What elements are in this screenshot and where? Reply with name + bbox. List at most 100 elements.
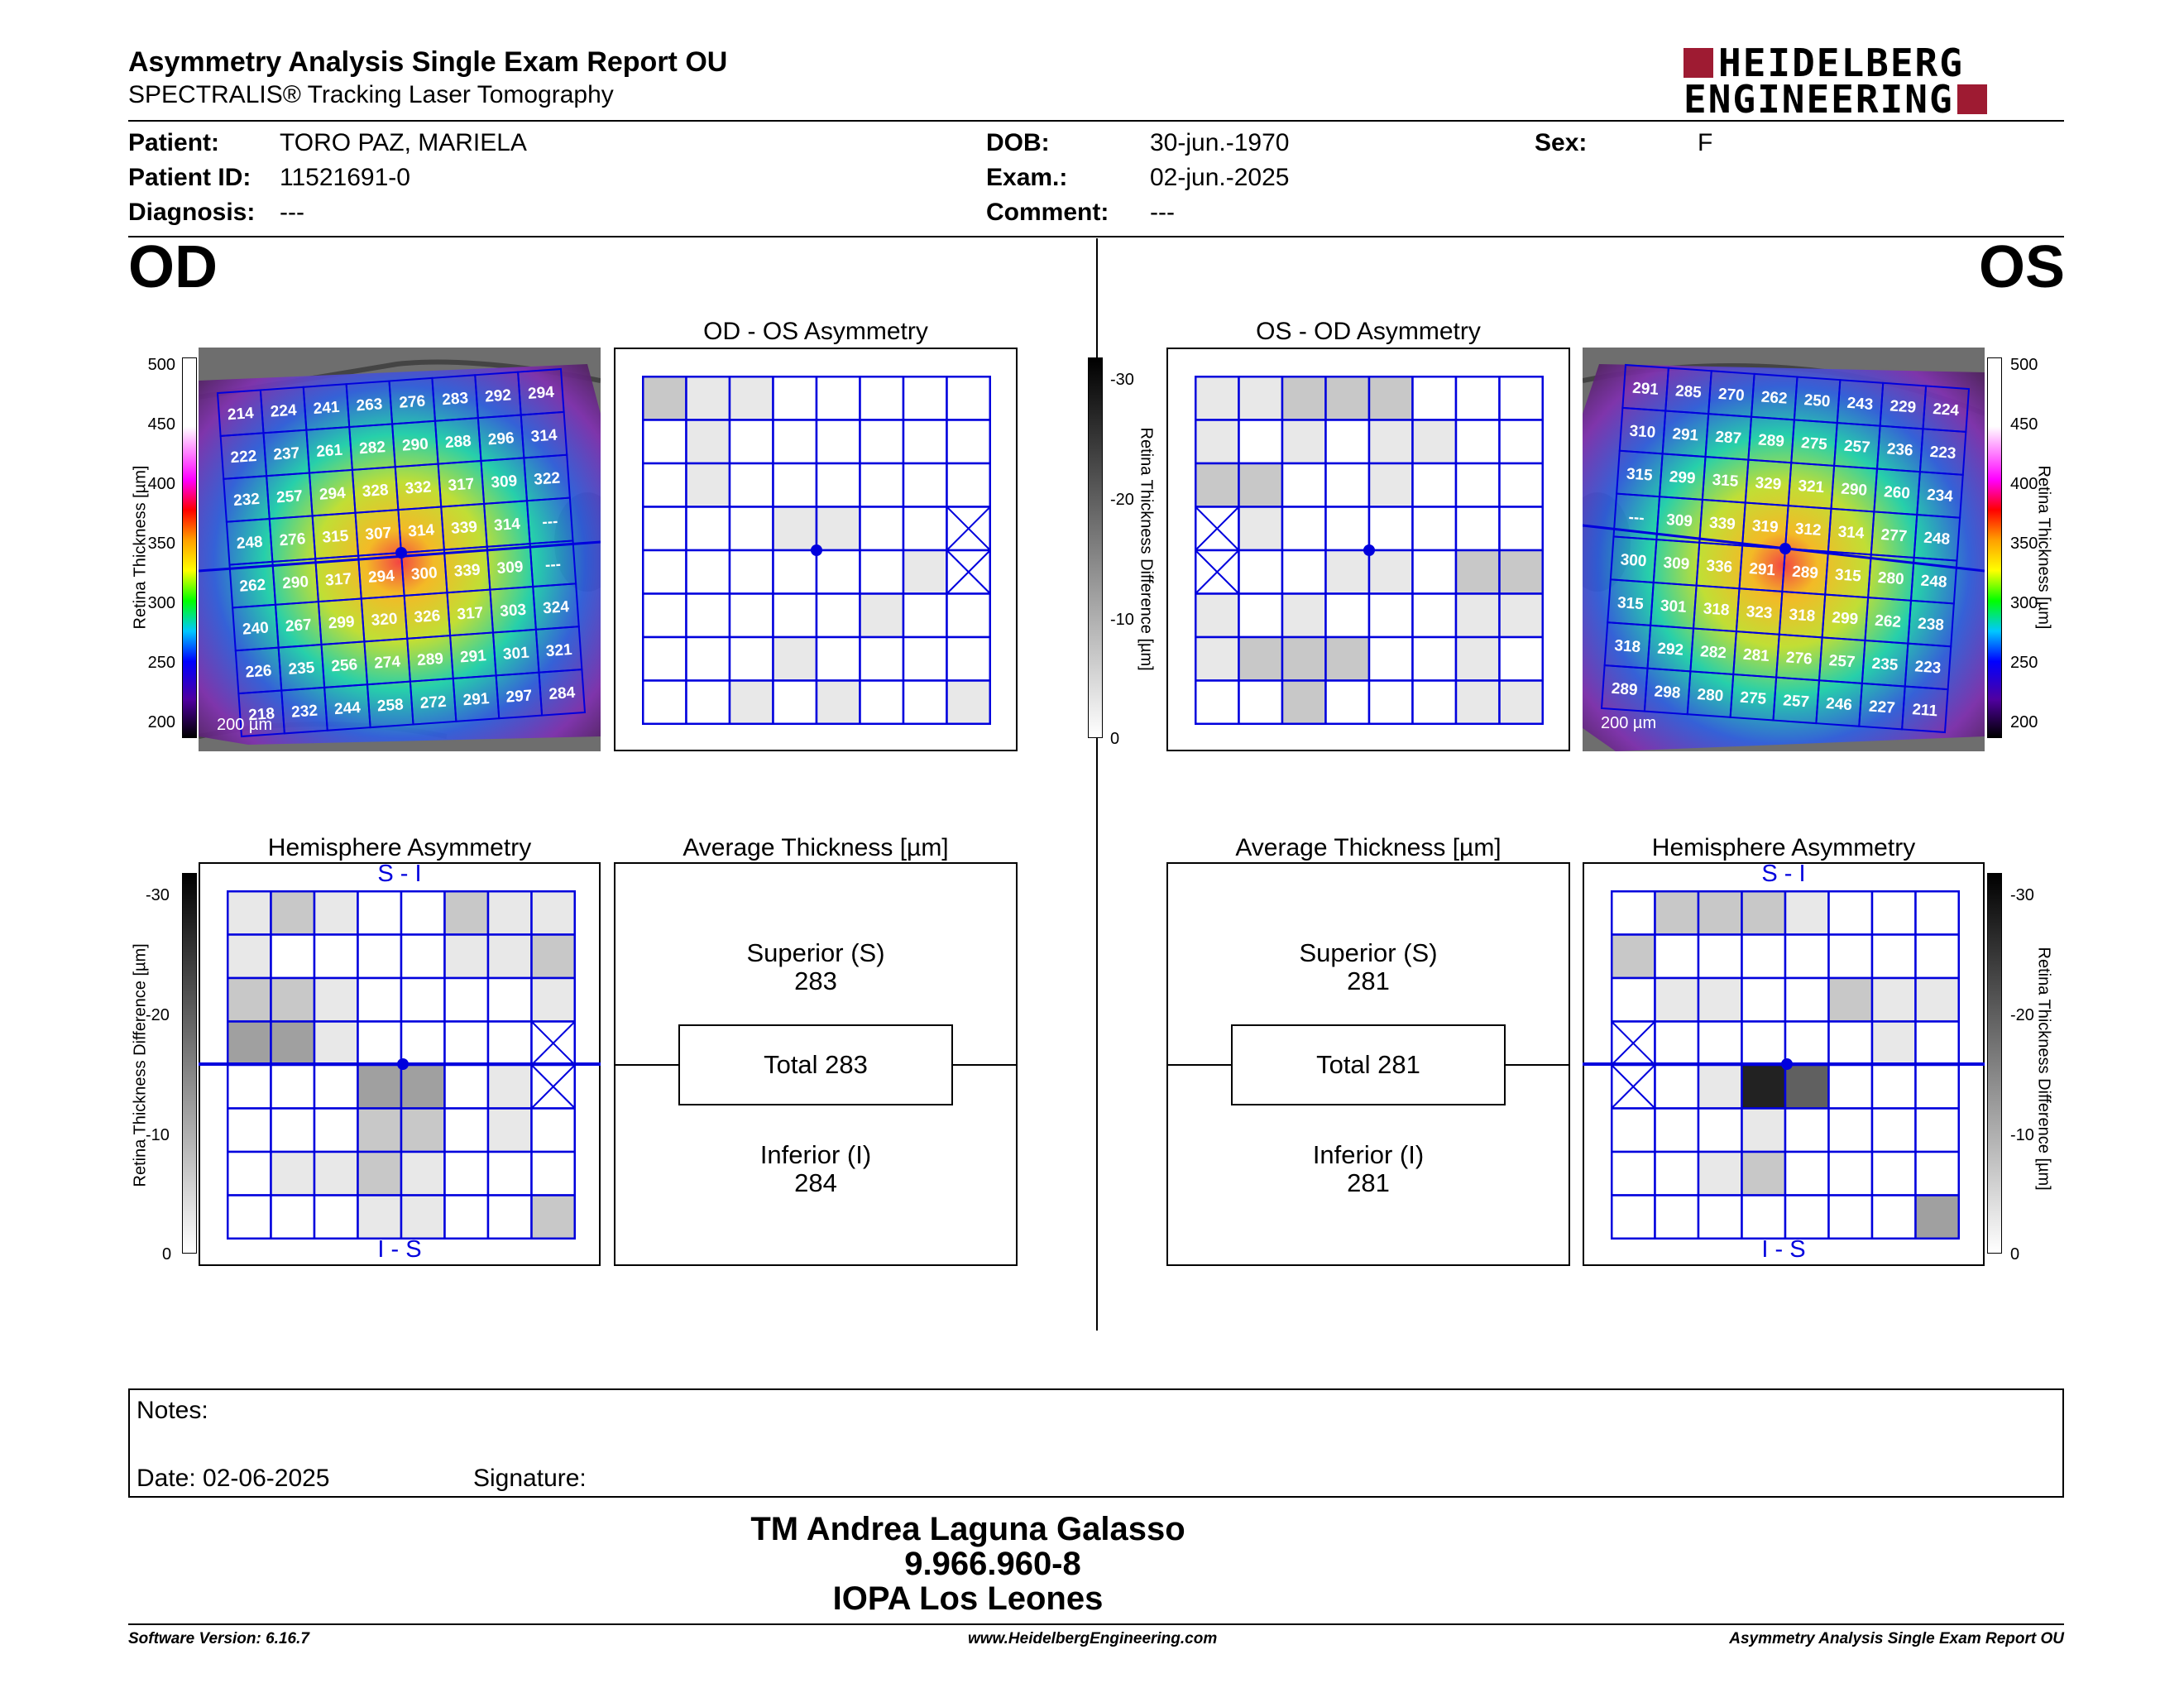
od-asymmetry-cell (642, 592, 687, 639)
os-thickness-ticks: 500 450 400 350 300 250 200 (2010, 348, 2062, 753)
od-thickness-value: 267 (285, 616, 312, 635)
od-asymmetry-cell (815, 376, 861, 421)
os-asymmetry-cell (1281, 419, 1327, 465)
os-asymmetry-cell (1498, 592, 1544, 639)
website-link[interactable]: www.HeidelbergEngineering.com (968, 1630, 1218, 1647)
os-hemisphere-cell (1697, 890, 1743, 936)
od-hemisphere-cell (400, 1150, 446, 1196)
os-thickness-value: 318 (1703, 600, 1730, 619)
os-asymmetry-cell (1324, 506, 1371, 552)
od-hemisphere-cell (400, 1194, 446, 1240)
od-hemisphere-cell (270, 1063, 316, 1110)
tick-label: 500 (2010, 356, 2038, 374)
os-asymmetry-cell (1411, 462, 1458, 508)
os-hemisphere-cell (1741, 1020, 1787, 1067)
os-hemisphere-cell (1870, 976, 1917, 1023)
od-hemisphere-cell (400, 1107, 446, 1153)
os-hemisphere-title: Hemisphere Asymmetry (1651, 834, 1916, 861)
os-hemisphere-cell (1697, 1063, 1743, 1110)
od-asymmetry-cell (685, 592, 731, 639)
od-hemisphere-cell (357, 1107, 403, 1153)
os-hemisphere-cell (1654, 890, 1700, 936)
od-asymmetry-cell (902, 376, 948, 421)
tick-label: 250 (2010, 654, 2038, 672)
od-asymmetry-cell (728, 419, 774, 465)
od-hemisphere-cell (313, 1063, 359, 1110)
os-si-label: S - I (1761, 861, 1806, 887)
od-thickness-value: 314 (408, 521, 436, 540)
excluded-cell-mark (530, 1020, 576, 1066)
os-hemisphere-cell (1654, 1194, 1700, 1240)
tick-label: -30 (2010, 886, 2034, 904)
od-hemisphere-cell (443, 890, 490, 936)
od-asymmetry-cell (902, 462, 948, 508)
tick-label: -30 (1110, 371, 1134, 389)
os-asymmetry-cell (1498, 506, 1544, 552)
od-thickness-value: 240 (242, 619, 269, 638)
od-superior-label: Superior (S) (746, 938, 885, 967)
os-thickness-value: 289 (1757, 431, 1784, 450)
od-thickness-value: 244 (333, 699, 362, 718)
os-fovea-marker (1779, 543, 1791, 554)
od-asymmetry-cell (772, 635, 818, 682)
od-asymmetry-cell (946, 635, 991, 682)
os-asymmetry-cell (1454, 679, 1501, 725)
os-thickness-value: 299 (1669, 468, 1696, 487)
logo-square-icon (1956, 84, 1987, 114)
os-hemisphere-cell (1697, 1194, 1743, 1240)
signature-block: TM Andrea Laguna Galasso 9.966.960-8 IOP… (0, 1511, 2184, 1618)
os-asymmetry-cell (1238, 376, 1284, 421)
od-hemisphere-cell (486, 1150, 533, 1196)
os-asymmetry-cell (1195, 635, 1240, 682)
od-hemisphere-cell (313, 976, 359, 1023)
os-asymmetry-cell (1238, 549, 1284, 595)
report-title: Asymmetry Analysis Single Exam Report OU (128, 46, 728, 78)
os-hemisphere-cell (1870, 1194, 1917, 1240)
od-thickness-value: 218 (248, 705, 275, 724)
od-thickness-value: 315 (322, 527, 350, 546)
os-hemisphere-cell (1870, 933, 1917, 980)
tick-label: 300 (147, 594, 175, 612)
os-hemisphere-cell (1870, 890, 1917, 936)
os-hemisphere-cell (1914, 1107, 1960, 1153)
os-hemisphere-cell (1741, 976, 1787, 1023)
od-thickness-value: 276 (279, 530, 306, 549)
od-asymmetry-cell (642, 635, 687, 682)
os-thickness-value: 243 (1846, 395, 1874, 414)
od-hemisphere-cell (443, 1063, 490, 1110)
os-thickness-value: 236 (1886, 440, 1913, 459)
os-average-title: Average Thickness [µm] (1235, 834, 1502, 861)
os-thickness-value: 315 (1712, 472, 1740, 491)
os-hemisphere-cell (1827, 1150, 1874, 1196)
os-asymmetry-cell (1195, 419, 1240, 465)
od-thickness-value: 262 (239, 577, 266, 596)
excluded-cell-mark (1195, 506, 1240, 551)
od-thickness-value: 317 (325, 570, 352, 589)
od-asymmetry-cell (642, 679, 687, 725)
od-thickness-value: 314 (493, 516, 521, 535)
os-thickness-value: 318 (1614, 637, 1641, 656)
tick-label: 400 (2010, 475, 2038, 493)
od-thickness-cell (538, 669, 587, 717)
od-hemisphere-cell (400, 976, 446, 1023)
os-thickness-value: 319 (1751, 517, 1779, 536)
os-inferior-value: 281 (1347, 1168, 1390, 1197)
os-asymmetry-cell (1238, 506, 1284, 552)
os-asymmetry-cell (1367, 506, 1414, 552)
tick-label: -20 (2010, 1006, 2034, 1024)
tick-label: 0 (2010, 1245, 2020, 1264)
od-hemisphere-cell (270, 1107, 316, 1153)
od-diff-colorbar (182, 873, 197, 1254)
os-asymmetry-cell (1411, 635, 1458, 682)
od-asymmetry-cell (685, 679, 731, 725)
tick-label: 450 (147, 415, 175, 434)
od-thickness-axis-label: Retina Thickness [µm] (131, 465, 150, 630)
os-hemisphere-cell (1697, 1150, 1743, 1196)
os-thickness-value: 280 (1697, 686, 1724, 705)
excluded-cell-mark (1611, 1064, 1656, 1110)
os-hemisphere-cell (1654, 1063, 1700, 1110)
os-hemisphere-cell (1870, 1107, 1917, 1153)
tick-label: -10 (2010, 1126, 2034, 1144)
os-thickness-value: 262 (1760, 389, 1788, 408)
tick-label: 250 (147, 654, 175, 672)
